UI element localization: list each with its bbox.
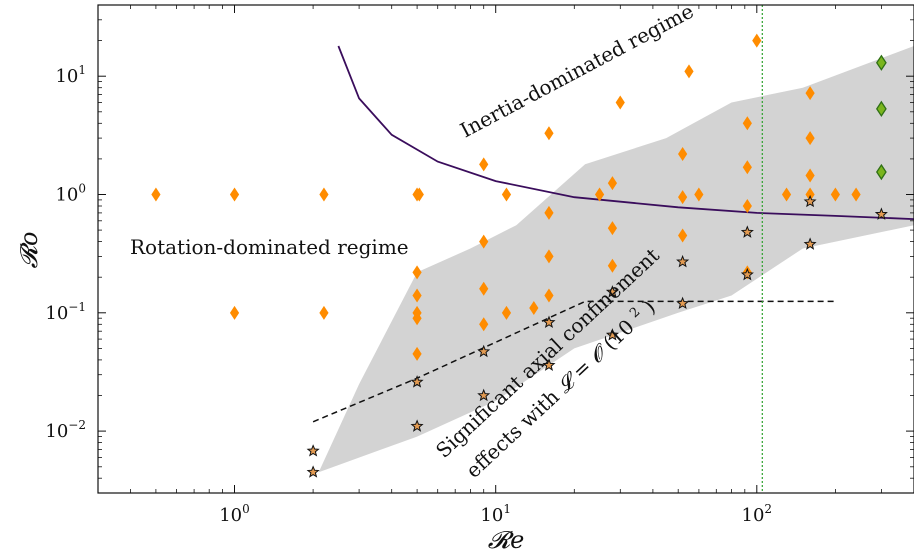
scatter-point-1-41	[805, 168, 815, 183]
scatter-point-1-34	[742, 198, 752, 213]
scatter-point-1-5	[414, 187, 424, 202]
scatter-point-3-4	[410, 419, 424, 432]
x-tick-label-3-base: 10	[742, 505, 765, 526]
y-tick-label-1-exponent: −2	[68, 418, 86, 432]
scatter-point-1-35	[742, 160, 752, 175]
scatter-point-3-8	[542, 358, 556, 371]
marker-layer	[151, 33, 888, 478]
scatter-point-3-14	[740, 267, 754, 281]
scatter-point-3-10	[605, 328, 620, 341]
boundary-curve	[337, 45, 914, 220]
scatter-point-3-6	[477, 388, 491, 402]
x-tick-label-2: 101	[480, 502, 511, 526]
scatter-point-1-20	[544, 288, 554, 303]
y-tick-label-1-base: 10	[45, 421, 68, 442]
y-tick-label-1: 10−2	[45, 418, 86, 442]
plot-frame	[97, 4, 914, 494]
scatter-point-3-16	[803, 237, 817, 250]
rotation-annotation: Rotation-dominated regime	[130, 235, 409, 259]
scatter-point-1-19	[479, 157, 489, 172]
scatter-point-1-23	[544, 126, 554, 141]
x-axis-label-group: 𝓡e	[488, 526, 525, 554]
scatter-point-1-32	[684, 64, 694, 79]
scatter-point-1-38	[752, 33, 762, 48]
scatter-point-1-13	[412, 265, 422, 280]
scatter-point-1-42	[805, 131, 815, 146]
scatter-point-1-11	[501, 305, 512, 320]
scatter-point-3-5	[477, 344, 491, 358]
scatter-point-3-9	[605, 285, 620, 298]
scatter-point-1-16	[479, 317, 489, 332]
y-tick-label-2: 10−1	[45, 300, 86, 324]
scatter-point-1-22	[544, 205, 554, 220]
scatter-point-1-2	[229, 187, 240, 202]
scatter-point-1-27	[607, 176, 618, 191]
scatter-point-1-14	[412, 288, 422, 303]
scatter-point-3-1	[306, 444, 320, 457]
y-tick-label-2-base: 10	[45, 303, 68, 324]
scatter-point-1-39	[781, 187, 792, 202]
scatter-point-1-45	[851, 187, 861, 202]
x-tick-label-3-exponent: 2	[764, 502, 772, 516]
scatter-point-1-44	[830, 187, 840, 202]
scatter-point-2-1	[875, 54, 887, 71]
scatter-point-1-6	[501, 187, 512, 202]
scatter-point-1-24	[594, 187, 605, 202]
scatter-point-1-43	[805, 86, 815, 101]
scatter-point-1-40	[805, 187, 815, 202]
scatter-point-3-12	[676, 296, 690, 309]
scatter-point-1-10	[412, 311, 422, 326]
scatter-point-1-26	[607, 221, 618, 236]
y-tick-label-4-exponent: 1	[78, 63, 86, 77]
scatter-point-1-15	[412, 346, 422, 361]
scatter-point-1-25	[607, 258, 618, 273]
scatter-point-1-7	[229, 305, 240, 320]
x-tick-label-1-base: 10	[219, 505, 242, 526]
x-tick-label-1-exponent: 0	[242, 502, 250, 516]
scatter-point-3-13	[740, 225, 754, 238]
scatter-point-3-11	[676, 254, 690, 268]
plot-layer	[312, 5, 914, 493]
y-tick-label-3-exponent: 0	[78, 182, 86, 196]
y-tick-label-3-base: 10	[55, 185, 78, 206]
scatter-point-1-31	[678, 147, 688, 162]
scatter-point-1-12	[529, 300, 539, 315]
scatter-point-1-30	[678, 190, 688, 205]
y-tick-label-2-exponent: −1	[68, 300, 86, 314]
y-tick-label-3: 100	[55, 182, 86, 206]
scatter-point-1-36	[742, 116, 752, 131]
scatter-point-1-28	[615, 95, 625, 110]
scatter-point-2-2	[875, 100, 887, 118]
scatter-point-1-1	[151, 187, 161, 202]
y-tick-label-4-base: 10	[55, 66, 78, 87]
scatter-point-3-2	[306, 465, 320, 478]
scatter-point-1-18	[479, 234, 489, 249]
scatter-point-1-29	[678, 228, 688, 243]
scatter-point-2-3	[875, 163, 887, 181]
scatter-point-3-3	[410, 375, 424, 388]
scatter-point-1-33	[694, 187, 704, 202]
scatter-point-3-7	[542, 315, 556, 329]
y-axis-label: 𝓡o	[15, 232, 43, 269]
dashed-confinement-line	[312, 300, 836, 423]
scatter-point-1-3	[319, 187, 329, 202]
scatter-point-1-21	[544, 249, 554, 264]
x-axis-label: 𝓡e	[488, 526, 525, 554]
axis-layer	[97, 4, 914, 494]
x-tick-label-1: 100	[219, 502, 250, 526]
x-tick-label-2-exponent: 1	[503, 502, 511, 516]
x-tick-label-2-base: 10	[480, 505, 503, 526]
scatter-point-3-15	[803, 194, 817, 208]
x-tick-label-3: 102	[742, 502, 773, 526]
scatter-point-3-17	[874, 207, 888, 220]
scatter-point-1-8	[319, 305, 329, 320]
shaded-region	[318, 46, 914, 473]
y-axis-label-group: 𝓡o	[15, 232, 43, 269]
scatter-point-1-17	[479, 281, 489, 296]
y-tick-label-4: 101	[55, 63, 86, 87]
